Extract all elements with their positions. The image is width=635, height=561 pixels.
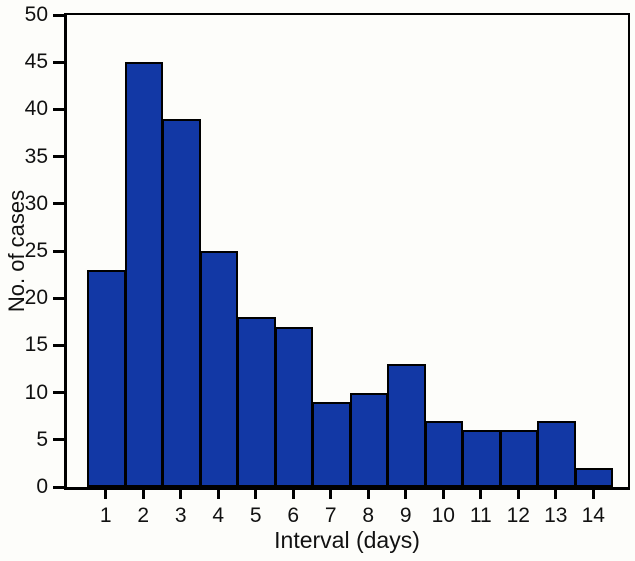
x-tick-label: 8 <box>362 504 375 527</box>
bar-day-11 <box>462 430 501 487</box>
x-tick-label: 4 <box>212 504 225 527</box>
y-tick <box>53 296 64 300</box>
y-tick <box>53 343 64 347</box>
bar-day-1 <box>87 269 126 487</box>
bar-day-8 <box>349 392 388 487</box>
y-tick-label: 5 <box>36 427 48 451</box>
x-tick-label: 3 <box>174 504 187 527</box>
x-tick <box>366 490 370 499</box>
y-tick-label: 10 <box>24 380 48 404</box>
bar-day-13 <box>537 420 576 487</box>
y-tick <box>53 13 64 17</box>
bar-day-10 <box>424 420 463 487</box>
x-tick-label: 11 <box>469 504 492 527</box>
x-tick <box>104 490 108 499</box>
x-tick-label: 13 <box>544 504 568 527</box>
y-tick <box>53 438 64 442</box>
bar-day-3 <box>162 118 201 487</box>
bar-day-5 <box>237 317 276 487</box>
bar-day-12 <box>499 430 538 487</box>
x-tick-label: 5 <box>249 504 262 527</box>
bar-day-6 <box>274 326 313 487</box>
x-tick-label: 2 <box>137 504 150 527</box>
y-tick-label: 40 <box>24 97 48 121</box>
y-tick <box>53 202 64 206</box>
bar-day-14 <box>574 468 613 487</box>
y-tick <box>53 485 64 489</box>
bar-day-4 <box>199 251 238 487</box>
plot-area: 1 2 3 4 5 6 7 8 9 10 11 12 13 14 0 5 10 15 20 25 30 35 40 45 50 <box>25 3 630 527</box>
x-tick-label: 14 <box>581 504 605 527</box>
bar-day-7 <box>312 402 351 487</box>
x-tick-label: 7 <box>324 504 337 527</box>
y-tick <box>53 391 64 395</box>
x-tick-label: 12 <box>506 504 530 527</box>
y-tick <box>53 60 64 64</box>
x-tick <box>291 490 295 499</box>
x-tick-label: 9 <box>399 504 412 527</box>
x-tick <box>254 490 258 499</box>
y-tick <box>53 249 64 253</box>
x-tick <box>516 490 520 499</box>
x-tick <box>329 490 333 499</box>
x-tick <box>479 490 483 499</box>
y-tick-label: 30 <box>24 191 48 215</box>
x-tick-label: 6 <box>287 504 300 527</box>
y-tick-label: 50 <box>24 3 48 26</box>
bar-day-9 <box>387 364 426 487</box>
x-tick-label: 10 <box>431 504 455 527</box>
x-tick <box>591 490 595 499</box>
x-tick <box>179 490 183 499</box>
x-axis-title: Interval (days) <box>274 527 420 553</box>
x-tick <box>441 490 445 499</box>
x-tick <box>404 490 408 499</box>
y-tick-label: 20 <box>24 286 48 310</box>
x-tick <box>141 490 145 499</box>
y-tick-label: 45 <box>24 50 48 74</box>
x-tick <box>216 490 220 499</box>
y-tick-label: 25 <box>24 239 48 262</box>
bar-day-2 <box>124 62 163 487</box>
plot-inner: 1 2 3 4 5 6 7 8 9 10 11 12 13 14 0 5 10 15 20 25 30 35 40 45 50 <box>25 3 628 527</box>
y-tick <box>53 107 64 111</box>
y-tick <box>53 155 64 159</box>
y-tick-label: 15 <box>24 333 48 357</box>
y-tick-label: 0 <box>36 475 48 498</box>
y-tick-label: 35 <box>24 144 48 168</box>
x-tick <box>554 490 558 499</box>
x-tick-label: 1 <box>99 504 112 527</box>
